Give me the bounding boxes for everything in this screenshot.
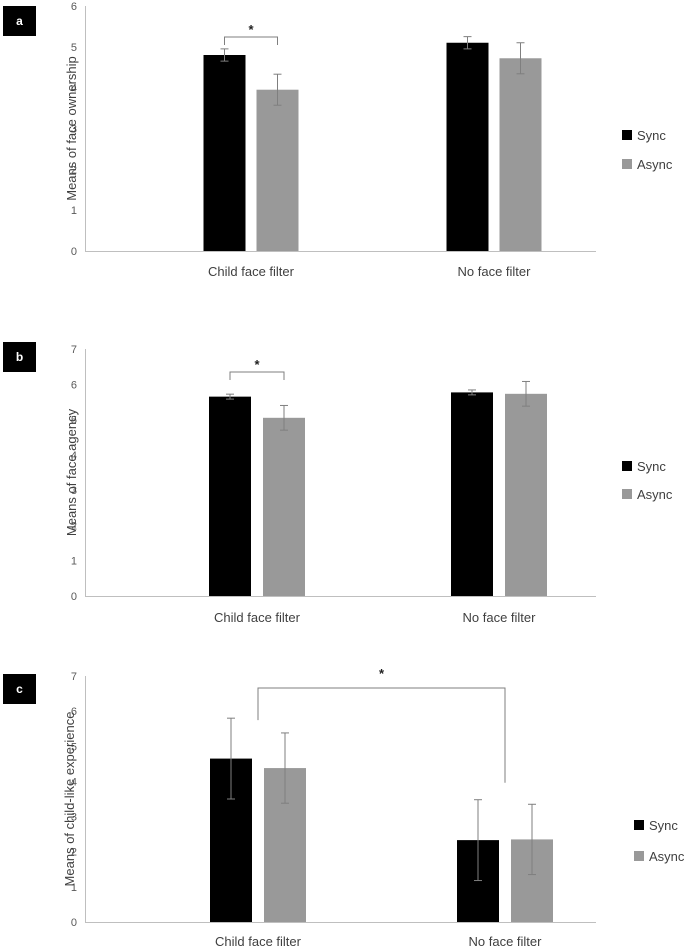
legend-swatch xyxy=(622,461,632,471)
panel-label: a xyxy=(16,14,23,28)
error-bar-sync-2 xyxy=(474,799,482,882)
error-bar-async-2 xyxy=(522,380,530,407)
y-tick-label: 0 xyxy=(71,591,77,603)
legend-label: Sync xyxy=(637,128,666,143)
bracket-line xyxy=(224,36,278,45)
significance-bracket: * xyxy=(229,357,285,380)
y-tick-label: 4 xyxy=(71,776,77,788)
significance-star: * xyxy=(248,22,254,37)
legend-swatch xyxy=(634,820,644,830)
y-tick-label: 7 xyxy=(71,671,77,683)
bar-sync-2 xyxy=(451,392,493,596)
error-bar-sync-1 xyxy=(227,717,235,800)
y-tick-label: 1 xyxy=(71,556,77,568)
bracket-line xyxy=(257,687,506,783)
panel-label-box xyxy=(3,674,36,704)
significance-star: * xyxy=(379,666,385,681)
panel-label-box xyxy=(3,342,36,372)
y-axis-label: Means of face ownership xyxy=(64,56,79,201)
y-tick-label: 2 xyxy=(71,520,77,532)
significance-bracket: * xyxy=(257,666,506,783)
legend-swatch xyxy=(622,130,632,140)
bracket-line xyxy=(229,371,285,380)
legend-item-async: Async xyxy=(622,157,673,172)
legend-label: Sync xyxy=(649,818,678,833)
category-label: Child face filter xyxy=(208,264,295,279)
y-tick-label: 7 xyxy=(71,344,77,356)
legend-label: Async xyxy=(637,487,673,502)
y-tick-label: 4 xyxy=(71,450,77,462)
category-label: No face filter xyxy=(469,934,543,949)
panel-label-box xyxy=(3,6,36,36)
y-tick-label: 3 xyxy=(71,812,77,824)
y-tick-label: 2 xyxy=(71,164,77,176)
legend-item-sync: Sync xyxy=(622,459,666,474)
significance-star: * xyxy=(254,357,260,372)
legend-item-sync: Sync xyxy=(634,818,678,833)
y-tick-label: 5 xyxy=(71,42,77,54)
chart-panel-a: a 0 1 2 3 4 5 6 Means of face ownership Child fac… xyxy=(3,1,673,279)
legend-item-async: Async xyxy=(634,849,685,864)
y-tick-label: 5 xyxy=(71,741,77,753)
category-label: No face filter xyxy=(463,610,537,625)
error-bar-sync-1 xyxy=(226,393,234,400)
bar-async-2 xyxy=(505,393,547,596)
legend-swatch xyxy=(622,159,632,169)
bar-sync-2 xyxy=(446,42,489,251)
panel-label: c xyxy=(16,682,23,696)
y-tick-label: 4 xyxy=(71,83,77,95)
y-tick-label: 5 xyxy=(71,415,77,427)
error-bar-sync-2 xyxy=(468,389,476,396)
legend-label: Sync xyxy=(637,459,666,474)
y-tick-label: 2 xyxy=(71,847,77,859)
bar-async-1 xyxy=(263,417,305,596)
y-tick-label: 3 xyxy=(71,124,77,136)
y-tick-label: 0 xyxy=(71,917,77,929)
y-tick-label: 6 xyxy=(71,379,77,391)
panel-label-badge: a xyxy=(3,6,36,36)
bar-async-1 xyxy=(256,89,299,251)
legend-swatch xyxy=(634,851,644,861)
category-label: Child face filter xyxy=(214,610,301,625)
legend-item-async: Async xyxy=(622,487,673,502)
bar-async-2 xyxy=(499,58,542,252)
legend-label: Async xyxy=(649,849,685,864)
bar-sync-1 xyxy=(203,55,246,251)
error-bar-async-2 xyxy=(528,803,536,876)
bar-sync-1 xyxy=(209,396,251,596)
error-bar-async-1 xyxy=(280,404,288,431)
chart-panel-c: c 0 1 2 3 4 5 6 7 Means of child-like experience C… xyxy=(3,666,685,949)
panel-label-badge: b xyxy=(3,342,36,372)
y-tick-label: 6 xyxy=(71,1,77,13)
y-tick-label: 1 xyxy=(71,205,77,217)
y-axis-label: Means of face agency xyxy=(64,408,79,536)
y-tick-label: 0 xyxy=(71,246,77,258)
y-axis-label: Means of child-like experience xyxy=(62,712,77,887)
chart-panel-b: b 0 1 2 3 4 5 6 7 Means of face agency Child face … xyxy=(3,342,673,625)
error-bar-sync-2 xyxy=(463,36,472,50)
error-bar-async-1 xyxy=(281,732,289,804)
y-tick-label: 3 xyxy=(71,485,77,497)
y-tick-label: 6 xyxy=(71,706,77,718)
legend-item-sync: Sync xyxy=(622,128,666,143)
category-label: No face filter xyxy=(458,264,532,279)
panel-label-badge: c xyxy=(3,674,36,704)
error-bar-async-2 xyxy=(516,42,525,75)
legend-label: Async xyxy=(637,157,673,172)
y-tick-label: 1 xyxy=(71,882,77,894)
panel-label: b xyxy=(16,350,23,364)
category-label: Child face filter xyxy=(215,934,302,949)
error-bar-async-1 xyxy=(273,73,282,106)
legend-swatch xyxy=(622,489,632,499)
error-bar-sync-1 xyxy=(220,48,229,62)
significance-bracket: * xyxy=(224,22,278,45)
